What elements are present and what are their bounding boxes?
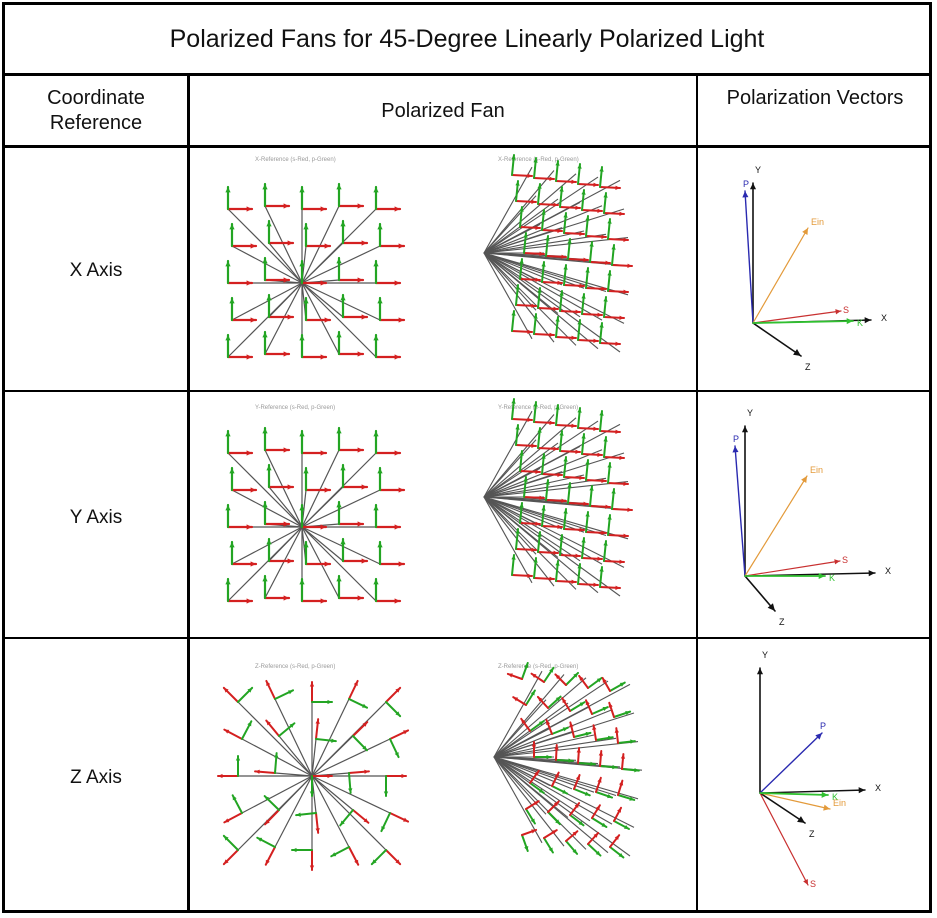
caption-y-right: Y-Reference (s-Red, p-Green) xyxy=(498,405,579,411)
divider-row-1 xyxy=(2,390,932,392)
caption-y-left: Y-Reference (s-Red, p-Green) xyxy=(255,405,336,411)
header-coordinate-reference: Coordinate Reference xyxy=(47,87,145,134)
row-label-y-axis: Y Axis xyxy=(69,507,123,528)
divider-row-2 xyxy=(2,637,932,639)
header-polarization-vectors: Polarization Vectors xyxy=(726,87,904,109)
divider-title xyxy=(2,73,932,76)
table-title: Polarized Fans for 45-Degree Linearly Po… xyxy=(169,25,765,53)
row-label-x-axis: X Axis xyxy=(69,260,123,281)
caption-z-right: Z-Reference (s-Red, p-Green) xyxy=(498,664,579,670)
divider-col-2 xyxy=(696,73,698,913)
vector-diagram-x xyxy=(702,152,892,384)
row-label-z-axis: Z Axis xyxy=(70,767,122,788)
caption-z-left: Z-Reference (s-Red, p-Green) xyxy=(255,664,336,670)
divider-header xyxy=(2,145,932,148)
caption-x-right: X-Reference (s-Red, p-Green) xyxy=(498,157,579,163)
caption-x-left: X-Reference (s-Red, p-Green) xyxy=(255,157,336,163)
header-polarized-fan: Polarized Fan xyxy=(381,100,505,122)
divider-col-1 xyxy=(187,73,190,913)
